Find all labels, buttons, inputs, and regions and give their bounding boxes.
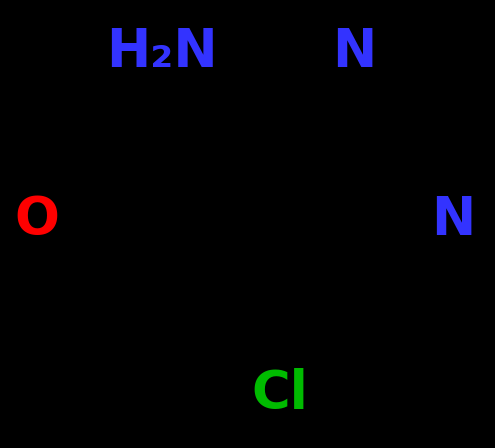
Text: N: N (431, 194, 475, 246)
Text: H₂N: H₂N (106, 26, 218, 78)
Text: Cl: Cl (251, 368, 308, 420)
Text: O: O (15, 194, 59, 246)
Text: N: N (332, 26, 376, 78)
